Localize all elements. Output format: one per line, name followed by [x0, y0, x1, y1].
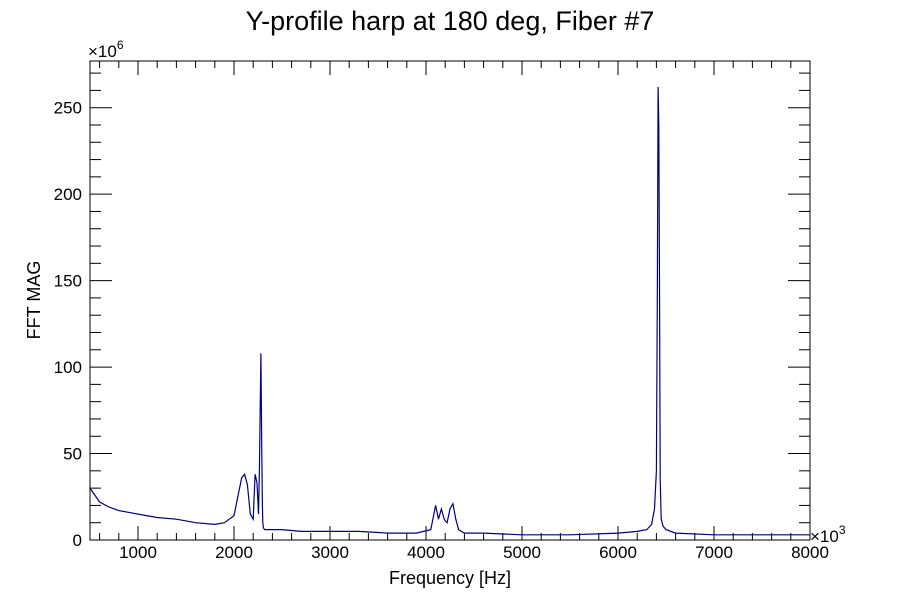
series-line: [89, 86, 810, 536]
x-tick-label: 8000: [791, 543, 829, 562]
x-axis-multiplier: ×103: [810, 523, 846, 546]
y-multiplier-exponent: 6: [117, 38, 124, 52]
y-tick-label: 50: [63, 445, 82, 464]
y-axis-label: FFT MAG: [24, 261, 44, 340]
y-tick-label: 0: [73, 531, 82, 550]
y-axis-tick-labels: 0 50 100 150 200 250: [54, 99, 82, 550]
y-axis-multiplier: ×106: [88, 38, 124, 61]
x-tick-label: 2000: [215, 543, 253, 562]
x-multiplier-exponent: 3: [839, 523, 846, 537]
y-tick-label: 200: [54, 185, 82, 204]
x-tick-label: 3000: [311, 543, 349, 562]
y-tick-label: 100: [54, 358, 82, 377]
y-tick-label: 150: [54, 272, 82, 291]
x-multiplier-base: ×10: [810, 527, 839, 546]
y-tick-label: 250: [54, 99, 82, 118]
y-multiplier-base: ×10: [88, 42, 117, 61]
x-tick-label: 1000: [119, 543, 157, 562]
x-tick-label: 4000: [407, 543, 445, 562]
x-tick-label: 7000: [695, 543, 733, 562]
x-axis-tick-labels: 1000 2000 3000 4000 5000 6000 7000 8000: [119, 543, 829, 562]
x-tick-label: 6000: [599, 543, 637, 562]
chart-title: Y-profile harp at 180 deg, Fiber #7: [246, 6, 655, 36]
plot-frame: [89, 60, 811, 541]
x-tick-label: 5000: [503, 543, 541, 562]
x-axis-label: Frequency [Hz]: [389, 568, 511, 588]
